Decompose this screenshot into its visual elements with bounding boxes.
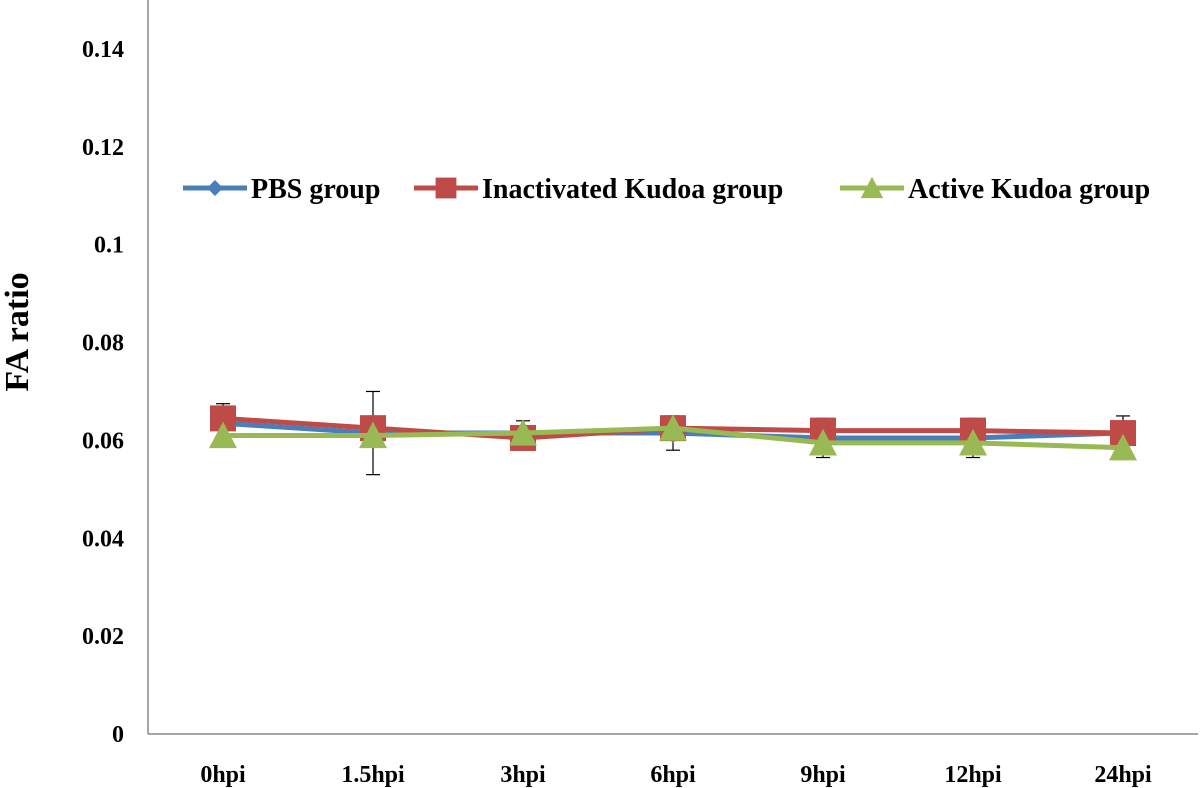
legend-label: Active Kudoa group [908,174,1150,205]
y-tick-label: 0.02 [82,624,124,650]
y-tick-label: 0.12 [82,135,124,161]
y-tick-label: 0 [112,722,124,748]
legend-label: Inactivated Kudoa group [482,174,783,205]
data-point [959,428,987,456]
x-tick-label: 6hpi [650,762,696,788]
y-tick-label: 0.06 [82,428,124,454]
y-tick-label: 0.14 [82,37,124,63]
x-tick-label: 0hpi [200,762,246,788]
x-tick-label: 3hpi [500,762,546,788]
legend: PBS group Inactivated Kudoa group Active K… [183,174,1150,205]
x-tick-label: 9hpi [800,762,846,788]
y-tick-label: 0.08 [82,331,124,357]
legend-item: Active Kudoa group [840,174,1150,205]
x-tick-label: 12hpi [944,762,1002,788]
legend-item: PBS group [183,174,380,205]
legend-swatch-marker [207,180,223,196]
series-layer [209,405,1137,461]
y-tick-label: 0.1 [94,233,124,259]
y-axis-ticks: 0 0.02 0.04 0.06 0.08 0.1 0.12 0.14 [82,37,124,748]
series-3 [209,414,1137,461]
legend-swatch-marker [860,176,884,199]
data-point [509,419,537,446]
y-tick-label: 0.04 [82,526,124,552]
data-point [1109,433,1137,461]
y-axis-title: FA ratio [0,272,36,391]
data-point [809,428,837,456]
x-tick-label: 24hpi [1094,762,1152,788]
legend-label: PBS group [251,174,380,205]
x-tick-label: 1.5hpi [341,762,405,788]
data-point [209,421,237,449]
legend-swatch-marker [435,177,457,199]
x-axis-ticks: 0hpi 1.5hpi 3hpi 6hpi 9hpi 12hpi 24hpi [200,762,1152,788]
data-point [659,414,687,441]
legend-item: Inactivated Kudoa group [414,174,783,205]
data-point [359,421,387,449]
